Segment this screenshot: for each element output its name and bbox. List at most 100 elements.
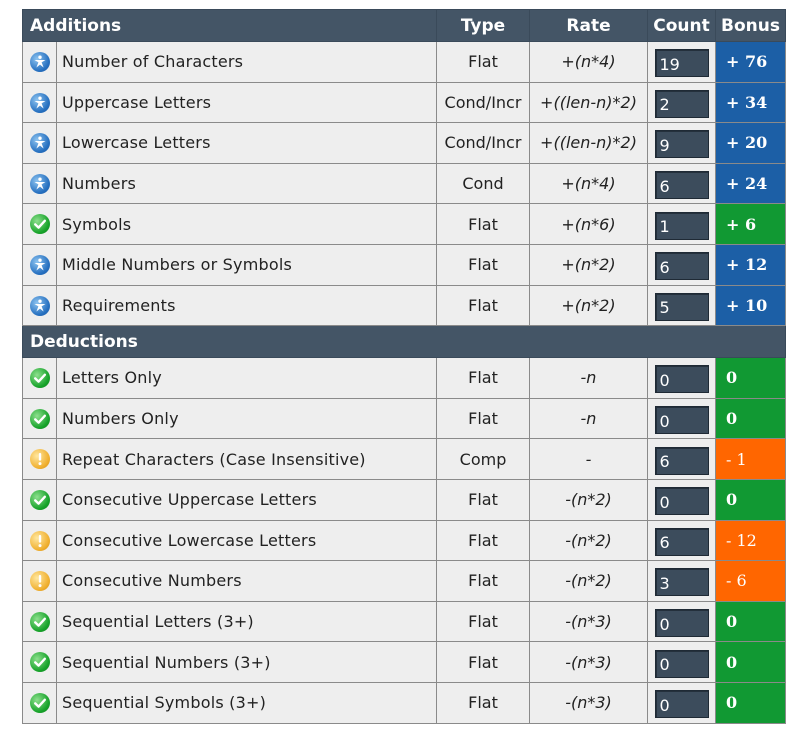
row-type: Flat [436, 357, 530, 399]
row-rate: -(n*3) [529, 600, 648, 643]
pass-icon [29, 408, 50, 429]
row-rate: -(n*2) [529, 519, 648, 562]
status-cell [22, 600, 57, 643]
warning-icon [29, 530, 50, 551]
row-label: Consecutive Numbers [56, 560, 437, 602]
bonus-value: - 12 [715, 519, 786, 562]
score-table: Additions Type Rate Count Bonus Number o… [22, 9, 786, 724]
status-cell [22, 162, 57, 205]
warning-icon [29, 449, 50, 470]
count-field[interactable] [654, 446, 709, 475]
count-cell [647, 478, 716, 521]
count-cell [647, 284, 716, 327]
row-type: Flat [436, 203, 530, 245]
status-cell [22, 641, 57, 683]
pass-icon [29, 489, 50, 510]
count-cell [647, 81, 716, 124]
table-row: Sequential Letters (3+) Flat -(n*3) 0 [22, 600, 786, 643]
bonus-value: - 1 [715, 438, 786, 480]
row-rate: +(n*6) [529, 203, 648, 245]
count-field[interactable] [654, 89, 709, 118]
bonus-value: + 34 [715, 81, 786, 124]
status-cell [22, 357, 57, 399]
count-cell [647, 357, 716, 399]
pass-icon [29, 368, 50, 389]
row-type: Flat [436, 243, 530, 286]
row-type: Flat [436, 284, 530, 327]
row-type: Flat [436, 519, 530, 562]
status-cell [22, 243, 57, 286]
count-field[interactable] [654, 568, 709, 597]
bonus-value: 0 [715, 641, 786, 683]
bonus-value: + 12 [715, 243, 786, 286]
row-label: Sequential Letters (3+) [56, 600, 437, 643]
count-field[interactable] [654, 527, 709, 556]
count-field[interactable] [654, 252, 709, 281]
count-cell [647, 681, 716, 724]
pass-icon [29, 652, 50, 673]
rate-column-header: Rate [529, 9, 648, 42]
bonus-value: - 6 [715, 560, 786, 602]
exceed-icon [29, 255, 50, 276]
row-label: Lowercase Letters [56, 122, 437, 164]
status-cell [22, 560, 57, 602]
status-cell [22, 478, 57, 521]
count-field[interactable] [654, 365, 709, 394]
count-cell [647, 122, 716, 164]
count-field[interactable] [654, 609, 709, 638]
exceed-icon [29, 52, 50, 73]
table-row: Sequential Numbers (3+) Flat -(n*3) 0 [22, 641, 786, 683]
deductions-header-row: Deductions [22, 325, 786, 359]
bonus-value: + 6 [715, 203, 786, 245]
count-cell [647, 41, 716, 83]
count-field[interactable] [654, 49, 709, 78]
count-cell [647, 203, 716, 245]
row-rate: -n [529, 397, 648, 440]
row-label: Sequential Numbers (3+) [56, 641, 437, 683]
count-field[interactable] [654, 130, 709, 159]
row-rate: - [529, 438, 648, 480]
status-cell [22, 41, 57, 83]
count-field[interactable] [654, 690, 709, 719]
row-rate: +(n*4) [529, 41, 648, 83]
count-cell [647, 243, 716, 286]
count-field[interactable] [654, 487, 709, 516]
row-rate: -(n*3) [529, 681, 648, 724]
exceed-icon [29, 92, 50, 113]
exceed-icon [29, 173, 50, 194]
row-type: Flat [436, 397, 530, 440]
status-cell [22, 81, 57, 124]
row-label: Numbers Only [56, 397, 437, 440]
bonus-value: + 76 [715, 41, 786, 83]
row-type: Flat [436, 560, 530, 602]
row-rate: +(n*2) [529, 243, 648, 286]
row-label: Numbers [56, 162, 437, 205]
row-type: Flat [436, 641, 530, 683]
bonus-value: + 10 [715, 284, 786, 327]
warning-icon [29, 571, 50, 592]
count-field[interactable] [654, 292, 709, 321]
bonus-value: 0 [715, 397, 786, 440]
bonus-value: + 20 [715, 122, 786, 164]
count-field[interactable] [654, 406, 709, 435]
count-cell [647, 397, 716, 440]
row-label: Repeat Characters (Case Insensitive) [56, 438, 437, 480]
status-cell [22, 397, 57, 440]
count-field[interactable] [654, 211, 709, 240]
count-field[interactable] [654, 171, 709, 200]
bonus-value: 0 [715, 681, 786, 724]
additions-header-row: Additions Type Rate Count Bonus [22, 9, 786, 42]
count-field[interactable] [654, 649, 709, 678]
row-type: Flat [436, 478, 530, 521]
bonus-value: 0 [715, 600, 786, 643]
row-rate: -(n*3) [529, 641, 648, 683]
row-label: Uppercase Letters [56, 81, 437, 124]
row-label: Consecutive Uppercase Letters [56, 478, 437, 521]
